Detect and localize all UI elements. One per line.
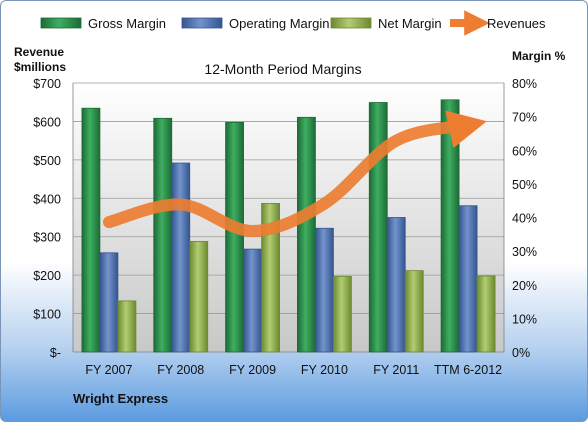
legend-item-net-margin: Net Margin bbox=[330, 16, 442, 31]
legend-label-revenues: Revenues bbox=[487, 16, 546, 31]
bar-operating-margin bbox=[171, 162, 191, 353]
bar-net-margin bbox=[189, 240, 209, 353]
bar-operating-margin bbox=[458, 205, 478, 353]
legend-swatch-net-margin bbox=[330, 17, 372, 29]
right-tick-label: 50% bbox=[512, 178, 537, 192]
bar-gross-margin bbox=[368, 102, 388, 353]
left-tick-label: $200 bbox=[33, 269, 61, 283]
right-tick-label: 20% bbox=[512, 279, 537, 293]
legend-swatch-gross-margin bbox=[40, 17, 82, 29]
category-label: FY 2010 bbox=[301, 363, 348, 377]
right-axis-title: Margin % bbox=[512, 49, 566, 63]
bar-net-margin bbox=[261, 202, 280, 353]
legend-item-gross-margin: Gross Margin bbox=[40, 16, 166, 31]
right-tick-label: 80% bbox=[512, 77, 537, 91]
legend-label-operating-margin: Operating Margin bbox=[229, 16, 329, 31]
category-label: FY 2011 bbox=[373, 363, 419, 377]
bar-gross-margin bbox=[297, 116, 316, 353]
category-label: TTM 6-2012 bbox=[434, 363, 502, 377]
bar-operating-margin bbox=[243, 248, 262, 353]
revenue-point bbox=[394, 139, 398, 143]
bar-operating-margin bbox=[315, 227, 334, 353]
right-tick-label: 30% bbox=[512, 245, 537, 259]
bar-gross-margin bbox=[440, 99, 460, 353]
legend-item-revenues: Revenues bbox=[450, 10, 546, 36]
right-tick-label: 0% bbox=[512, 346, 530, 360]
left-tick-label: $500 bbox=[33, 154, 61, 168]
bar-net-margin bbox=[333, 275, 352, 353]
category-axis-labels: FY 2007 FY 2008 FY 2009 FY 2010 FY 2011 TTM 6… bbox=[85, 363, 502, 377]
bar-gross-margin bbox=[81, 107, 101, 353]
revenue-line bbox=[102, 110, 487, 237]
right-axis-ticks: 0% 10% 20% 30% 40% 50% 60% 70% 80% bbox=[512, 77, 537, 360]
right-tick-label: 10% bbox=[512, 312, 537, 326]
bar-gross-margin bbox=[153, 117, 173, 353]
left-tick-label: $100 bbox=[33, 308, 61, 322]
right-tick-label: 70% bbox=[512, 111, 537, 125]
revenue-point bbox=[322, 202, 326, 206]
left-tick-label: $600 bbox=[33, 115, 61, 129]
category-label: FY 2007 bbox=[85, 363, 132, 377]
revenue-point bbox=[179, 202, 183, 206]
bar-net-margin bbox=[404, 270, 424, 353]
left-tick-label: $700 bbox=[33, 77, 61, 91]
revenue-point bbox=[466, 123, 470, 127]
left-tick-label: $400 bbox=[33, 192, 61, 206]
left-tick-label: $- bbox=[50, 346, 61, 360]
revenue-point bbox=[107, 220, 111, 224]
revenue-line-path bbox=[102, 110, 487, 237]
chart-title: 12-Month Period Margins bbox=[204, 61, 361, 77]
left-axis-title-line2: $millions bbox=[14, 60, 66, 74]
right-tick-label: 60% bbox=[512, 144, 537, 158]
legend-label-net-margin: Net Margin bbox=[378, 16, 442, 31]
bar-operating-margin bbox=[99, 252, 119, 353]
right-tick-label: 40% bbox=[512, 212, 537, 226]
category-label: FY 2008 bbox=[157, 363, 204, 377]
gridlines bbox=[72, 82, 505, 353]
left-axis-ticks: $- $100 $200 $300 $400 $500 $600 $700 bbox=[33, 77, 61, 360]
legend: Gross Margin Operating Margin Net Margin… bbox=[40, 10, 546, 36]
left-tick-label: $300 bbox=[33, 231, 61, 245]
legend-item-operating-margin: Operating Margin bbox=[181, 16, 329, 31]
bar-operating-margin bbox=[386, 217, 406, 353]
bar-gross-margin bbox=[225, 121, 244, 353]
bar-net-margin bbox=[476, 275, 496, 353]
category-label: FY 2009 bbox=[229, 363, 276, 377]
legend-label-gross-margin: Gross Margin bbox=[88, 16, 166, 31]
legend-swatch-operating-margin bbox=[181, 17, 223, 29]
footer-company: Wright Express bbox=[73, 391, 168, 406]
revenue-point bbox=[251, 229, 255, 233]
bar-net-margin bbox=[117, 300, 137, 353]
left-axis-title-line1: Revenue bbox=[14, 45, 64, 59]
